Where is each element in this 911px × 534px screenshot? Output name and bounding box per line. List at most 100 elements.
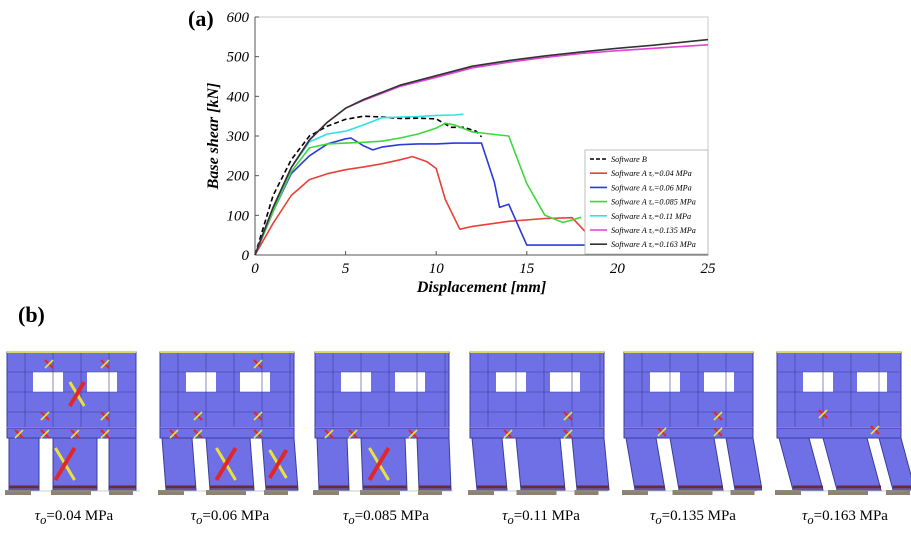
crack-marker xyxy=(40,411,50,421)
x-axis-label: Displacement [mm] xyxy=(416,279,546,296)
base-plate xyxy=(51,490,91,495)
wall-caption-4: τo=0.11 MPa xyxy=(502,508,580,527)
crack-marker xyxy=(253,411,263,421)
y-tick-label: 100 xyxy=(227,208,250,224)
window-opening xyxy=(650,372,680,392)
series-line-3 xyxy=(254,137,708,256)
pier xyxy=(161,437,197,491)
crack-marker xyxy=(70,429,80,439)
upper-storeys xyxy=(469,351,605,429)
base-plate xyxy=(730,490,755,495)
base-plate xyxy=(313,490,339,495)
x-tick-label: 10 xyxy=(429,261,445,277)
pier xyxy=(52,437,98,491)
window-opening xyxy=(87,372,117,392)
wall-body xyxy=(158,351,299,495)
pier xyxy=(471,437,508,491)
crack-marker xyxy=(870,425,880,435)
pier xyxy=(360,437,408,491)
pier xyxy=(8,437,40,491)
crack-marker xyxy=(253,359,263,369)
legend-entry: Software A τₒ=0.04 MPa xyxy=(611,169,692,178)
crack-marker xyxy=(713,427,723,437)
crack-marker xyxy=(818,409,828,419)
window-opening xyxy=(857,372,887,392)
wall-drawing-5 xyxy=(622,351,762,495)
pier xyxy=(778,437,824,491)
series-line-4 xyxy=(254,122,582,256)
ground-spandrel xyxy=(623,427,754,439)
crack-marker xyxy=(713,411,723,421)
wall-body xyxy=(468,351,610,495)
wall-body xyxy=(5,351,140,495)
crack-marker xyxy=(408,429,418,439)
window-opening xyxy=(704,372,734,392)
shear-crack xyxy=(53,446,77,482)
wall-body xyxy=(313,351,453,495)
window-opening xyxy=(240,372,270,392)
series-line-2 xyxy=(254,155,586,256)
crack-marker xyxy=(193,411,203,421)
shear-crack xyxy=(267,448,289,480)
legend-entry: Software A τₒ=0.06 MPa xyxy=(611,183,692,192)
base-plate xyxy=(672,490,713,495)
crack-marker xyxy=(253,429,263,439)
series-line-7 xyxy=(254,38,709,256)
crack-marker xyxy=(503,429,513,439)
window-opening xyxy=(341,372,371,392)
pier xyxy=(669,437,724,491)
wall-drawing-2 xyxy=(158,351,299,495)
base-plate xyxy=(5,490,31,495)
wall-caption-1: τo=0.04 MPa xyxy=(34,508,114,527)
upper-storeys xyxy=(314,351,450,429)
crack-marker xyxy=(563,411,573,421)
x-tick-label: 5 xyxy=(342,261,350,277)
pier xyxy=(205,437,255,491)
wall-caption-2: τo=0.06 MPa xyxy=(190,508,270,527)
base-plate xyxy=(622,490,648,495)
ground-spandrel xyxy=(314,427,450,439)
wall-drawing-4 xyxy=(468,351,610,495)
window-opening xyxy=(395,372,425,392)
wall-drawing-1 xyxy=(5,351,140,495)
crack-marker xyxy=(100,411,110,421)
wall-body xyxy=(622,351,762,495)
pushover-chart: 0 5 10 15 20 25 0 100 200 300 400 500 600 Displacemen… xyxy=(205,10,716,296)
legend-entry: Software A τₒ=0.11 MPa xyxy=(611,212,691,221)
pier xyxy=(878,437,911,491)
wall-body xyxy=(775,351,911,495)
x-tick-label: 20 xyxy=(610,261,626,277)
ground-spandrel xyxy=(776,427,902,439)
ground-spandrel xyxy=(469,427,605,439)
series-line-1 xyxy=(254,115,483,256)
window-opening xyxy=(550,372,580,392)
legend-entry: Software B xyxy=(611,155,647,164)
crack-marker xyxy=(657,427,667,437)
base-plate xyxy=(360,490,400,495)
shear-crack xyxy=(367,446,391,482)
crack-marker xyxy=(193,429,203,439)
pier xyxy=(625,437,666,491)
pier xyxy=(725,437,762,491)
wall-caption-5: τo=0.135 MPa xyxy=(650,508,736,527)
wall-caption-3: τo=0.085 MPa xyxy=(343,508,429,527)
legend-entry: Software A τₒ=0.135 MPa xyxy=(611,226,696,235)
base-plate xyxy=(828,490,868,495)
y-tick-label: 400 xyxy=(227,89,250,105)
pier xyxy=(108,437,137,491)
crack-marker xyxy=(100,429,110,439)
pier xyxy=(515,437,566,491)
y-axis-label: Base shear [kN] xyxy=(205,83,222,191)
pier xyxy=(416,437,452,491)
y-tick-label: 600 xyxy=(227,10,250,26)
crack-marker xyxy=(14,429,24,439)
pier xyxy=(316,437,350,491)
window-opening xyxy=(33,372,63,392)
window-opening xyxy=(803,372,833,392)
y-tick-label: 300 xyxy=(226,129,250,145)
shear-crack xyxy=(68,380,86,408)
y-tick-label: 0 xyxy=(242,248,250,264)
x-tick-label: 15 xyxy=(519,261,535,277)
crack-marker xyxy=(324,429,334,439)
window-opening xyxy=(186,372,216,392)
